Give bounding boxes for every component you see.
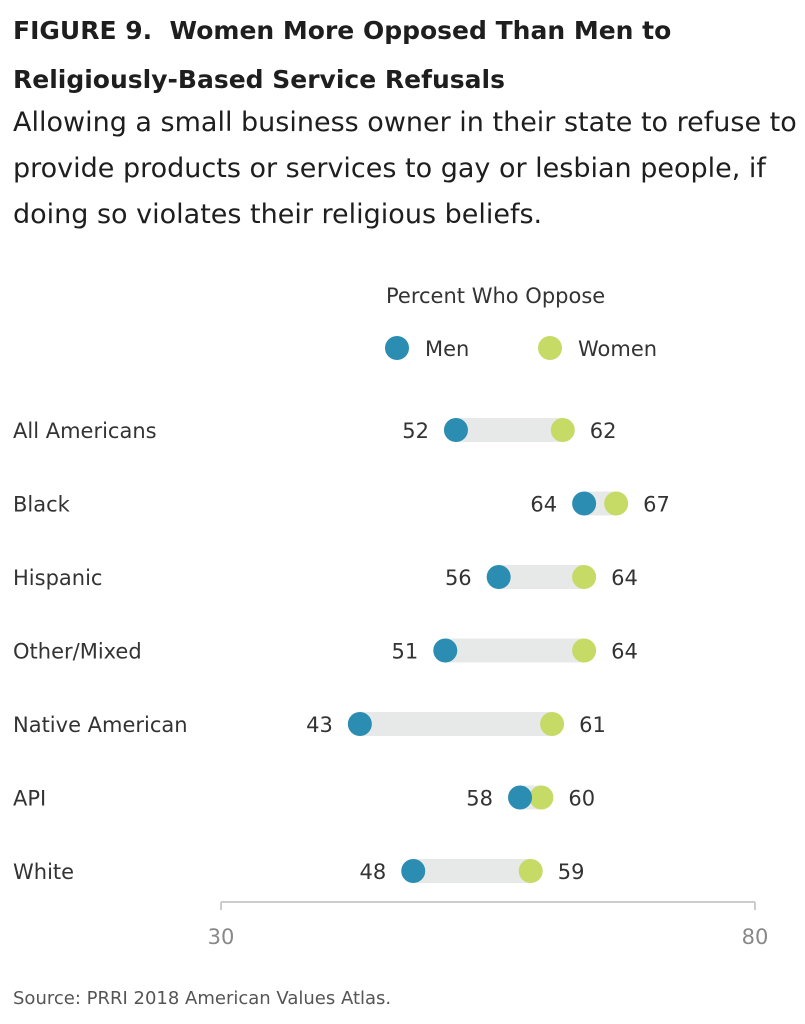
- women-dot-api: [529, 785, 554, 810]
- figure-title-text: Women More Opposed Than Men to Religious…: [13, 16, 672, 94]
- category-label-hispanic: Hispanic: [13, 566, 102, 590]
- connector-bar-white: [413, 859, 531, 883]
- men-dot-hispanic: [486, 565, 511, 589]
- men-dot-all-americans: [443, 418, 468, 442]
- women-value-label-api: 60: [568, 787, 595, 811]
- men-value-label-black: 64: [530, 493, 557, 517]
- women-dot-other-mixed: [572, 638, 597, 663]
- men-value-label-native-american: 43: [306, 713, 333, 737]
- women-value-label-black: 67: [643, 493, 670, 517]
- women-dot-native-american: [540, 712, 565, 736]
- women-value-label-hispanic: 64: [611, 566, 638, 590]
- category-label-native-american: Native American: [13, 713, 188, 737]
- category-label-black: Black: [13, 493, 71, 517]
- men-dot-native-american: [347, 712, 372, 736]
- women-value-label-all-americans: 62: [590, 419, 617, 443]
- men-dot-api: [508, 785, 533, 810]
- category-label-other-mixed: Other/Mixed: [13, 640, 142, 664]
- category-label-all-americans: All Americans: [13, 419, 157, 443]
- women-value-label-other-mixed: 64: [611, 640, 638, 664]
- men-value-label-other-mixed: 51: [392, 640, 419, 664]
- source-note: Source: PRRI 2018 American Values Atlas.: [13, 988, 392, 1009]
- x-axis-tick-label-80: 80: [742, 925, 769, 949]
- connector-bar-native-american: [359, 712, 553, 736]
- women-value-label-white: 59: [558, 860, 585, 884]
- men-value-label-white: 48: [360, 860, 387, 884]
- connector-bar-all-americans: [455, 418, 563, 442]
- men-dot-black: [572, 491, 597, 516]
- legend-label-men: Men: [425, 337, 469, 361]
- women-dot-black: [604, 491, 629, 516]
- men-value-label-hispanic: 56: [445, 566, 472, 590]
- dumbbell-chart: Percent Who Oppose Men Women All Americans 5…: [13, 284, 769, 949]
- women-dot-all-americans: [550, 418, 575, 442]
- chart-subtitle: Allowing a small business owner in their…: [13, 107, 797, 230]
- x-axis-tick-label-30: 30: [208, 925, 235, 949]
- men-dot-white: [401, 859, 426, 883]
- category-label-api: API: [13, 787, 46, 811]
- men-dot-other-mixed: [433, 638, 458, 663]
- women-value-label-native-american: 61: [579, 713, 606, 737]
- women-dot-white: [518, 859, 543, 883]
- legend-marker-men: [385, 336, 409, 360]
- category-label-white: White: [13, 860, 74, 884]
- legend-label-women: Women: [578, 337, 657, 361]
- chart-title: FIGURE 9. Women More Opposed Than Men to…: [13, 6, 793, 104]
- men-value-label-all-americans: 52: [402, 419, 429, 443]
- legend-marker-women: [538, 336, 562, 360]
- women-dot-hispanic: [572, 565, 597, 589]
- figure-number: FIGURE 9.: [13, 16, 153, 45]
- connector-bar-other-mixed: [445, 638, 585, 663]
- legend-title: Percent Who Oppose: [386, 284, 605, 308]
- men-value-label-api: 58: [466, 787, 493, 811]
- connector-bar-hispanic: [498, 565, 585, 589]
